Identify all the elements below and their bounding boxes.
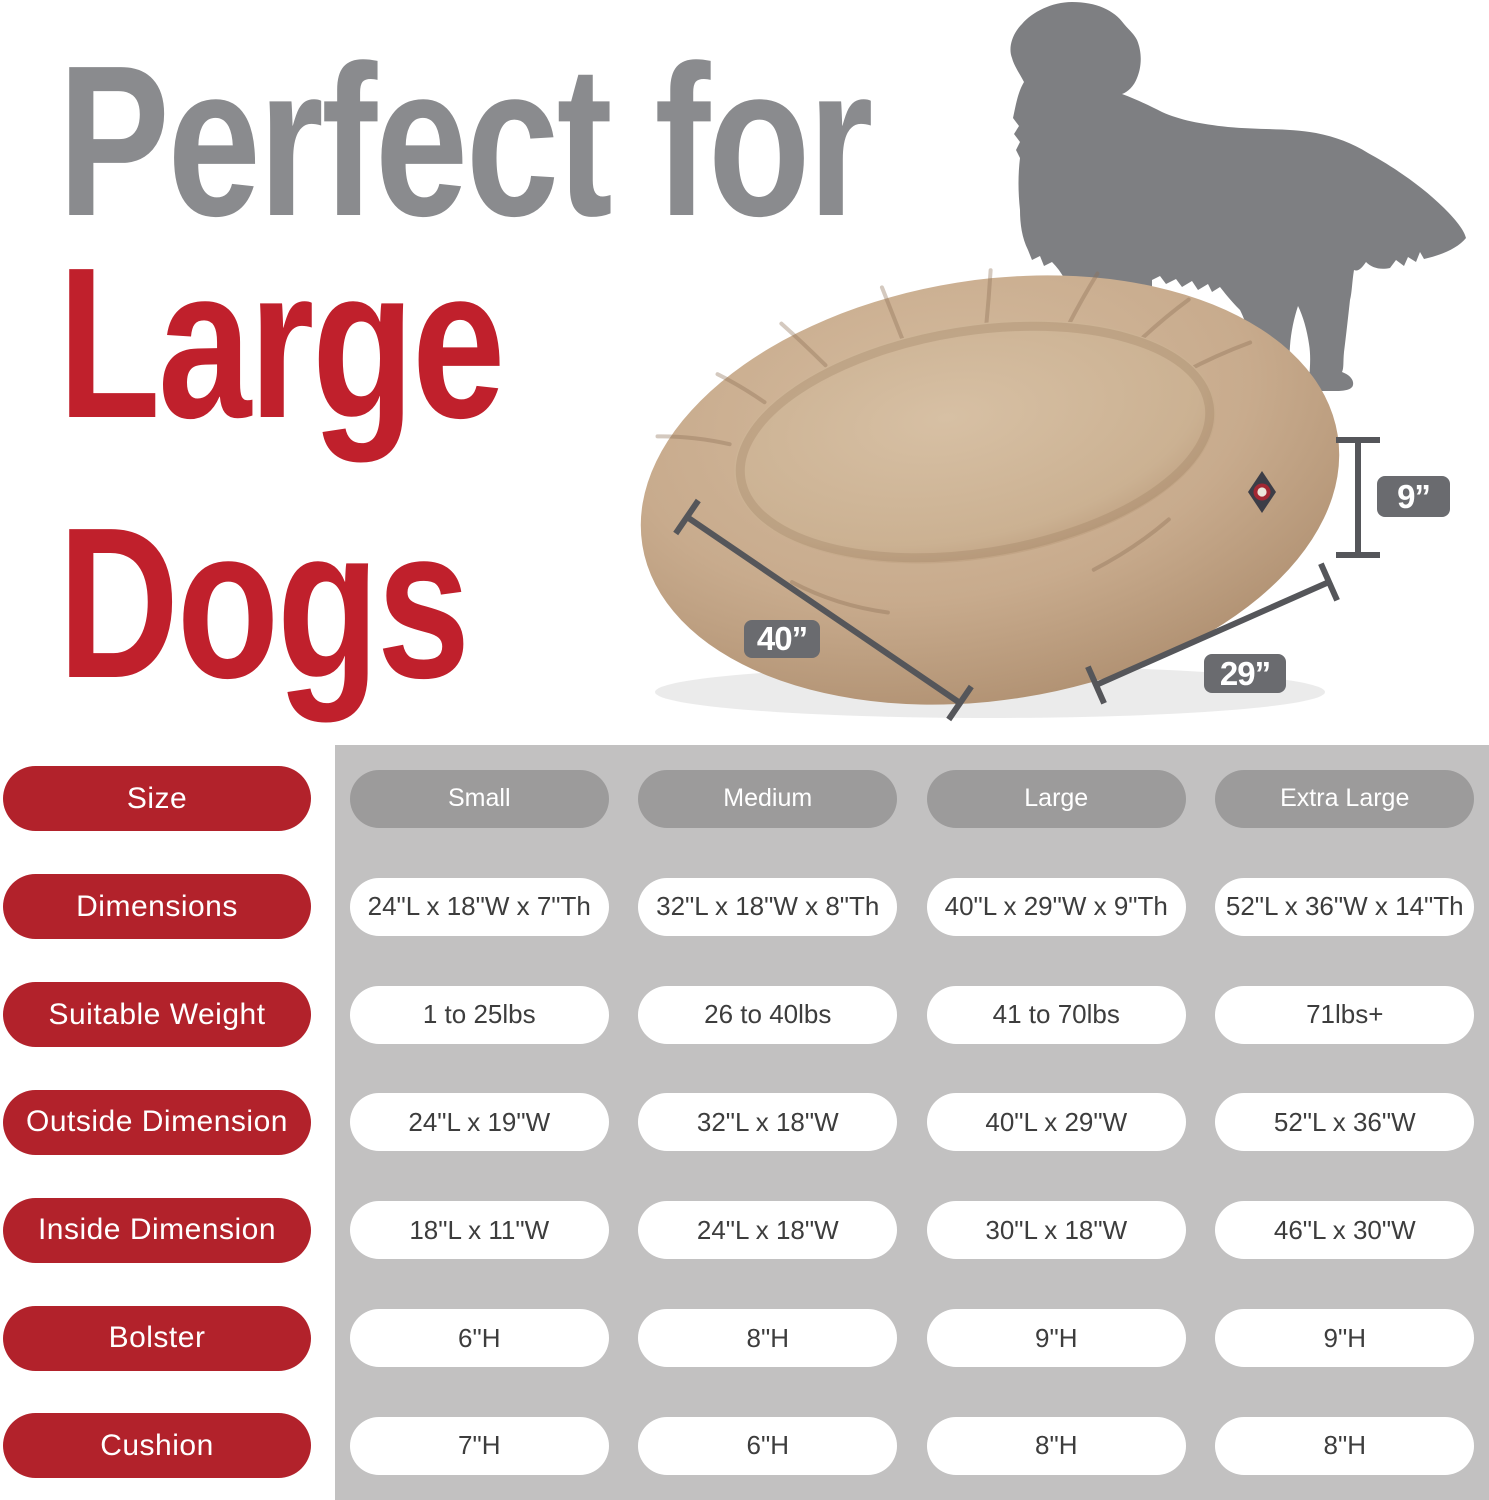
cell-dimensions-small: 24"L x 18"W x 7"Th: [349, 877, 609, 936]
cell-weight-medium: 26 to 40lbs: [638, 985, 898, 1044]
cell-bolster-medium: 8"H: [638, 1309, 898, 1368]
cell-weight-small: 1 to 25lbs: [349, 985, 609, 1044]
row-label-outside-dimension: Outside Dimension: [3, 1089, 311, 1155]
row-label-size: Size: [3, 766, 311, 832]
hero-illustration: [640, 2, 1466, 722]
table-row-cushion: Cushion 7"H 6"H 8"H 8"H: [0, 1392, 1489, 1500]
cell-outside-large: 40"L x 29"W: [926, 1093, 1186, 1152]
cell-cushion-large: 8"H: [926, 1416, 1186, 1475]
brand-tag-icon: [1248, 471, 1276, 513]
cell-outside-extra-large: 52"L x 36"W: [1215, 1093, 1475, 1152]
cell-bolster-large: 9"H: [926, 1309, 1186, 1368]
cell-inside-medium: 24"L x 18"W: [638, 1201, 898, 1260]
row-label-cushion: Cushion: [3, 1413, 311, 1479]
cell-outside-small: 24"L x 19"W: [349, 1093, 609, 1152]
row-label-inside-dimension: Inside Dimension: [3, 1197, 311, 1263]
row-label-dimensions: Dimensions: [3, 874, 311, 940]
column-header-large: Large: [926, 769, 1186, 828]
length-dimension-line: [673, 498, 974, 722]
cell-weight-large: 41 to 70lbs: [926, 985, 1186, 1044]
table-header-row: Size Small Medium Large Extra Large: [0, 745, 1489, 853]
table-row-dimensions: Dimensions 24"L x 18"W x 7"Th 32"L x 18"…: [0, 853, 1489, 961]
cell-weight-extra-large: 71lbs+: [1215, 985, 1475, 1044]
cell-dimensions-extra-large: 52"L x 36"W x 14"Th: [1215, 877, 1475, 936]
table-row-inside-dimension: Inside Dimension 18"L x 11"W 24"L x 18"W…: [0, 1176, 1489, 1284]
row-label-bolster: Bolster: [3, 1305, 311, 1371]
column-header-small: Small: [349, 769, 609, 828]
width-dimension-line: [1085, 562, 1340, 705]
height-dimension-line: [1336, 437, 1380, 558]
headline-gray: Perfect for: [58, 20, 873, 261]
headline-red-dogs: Dogs: [58, 482, 470, 723]
cell-bolster-small: 6"H: [349, 1309, 609, 1368]
height-dimension-label: 9”: [1377, 476, 1450, 517]
row-label-suitable-weight: Suitable Weight: [3, 982, 311, 1048]
cell-outside-medium: 32"L x 18"W: [638, 1093, 898, 1152]
cell-cushion-extra-large: 8"H: [1215, 1416, 1475, 1475]
size-comparison-table: Size Small Medium Large Extra Large Dime…: [0, 745, 1489, 1500]
cell-bolster-extra-large: 9"H: [1215, 1309, 1475, 1368]
column-header-extra-large: Extra Large: [1215, 769, 1475, 828]
cell-inside-small: 18"L x 11"W: [349, 1201, 609, 1260]
cell-dimensions-large: 40"L x 29"W x 9"Th: [926, 877, 1186, 936]
table-row-outside-dimension: Outside Dimension 24"L x 19"W 32"L x 18"…: [0, 1069, 1489, 1177]
cell-inside-large: 30"L x 18"W: [926, 1201, 1186, 1260]
dimension-lines: [673, 437, 1380, 722]
table-row-suitable-weight: Suitable Weight 1 to 25lbs 26 to 40lbs 4…: [0, 961, 1489, 1069]
table-row-bolster: Bolster 6"H 8"H 9"H 9"H: [0, 1284, 1489, 1392]
column-header-medium: Medium: [638, 769, 898, 828]
length-dimension-label: 40”: [744, 620, 820, 658]
bed-cushion: [734, 320, 1216, 564]
cell-inside-extra-large: 46"L x 30"W: [1215, 1201, 1475, 1260]
cell-cushion-medium: 6"H: [638, 1416, 898, 1475]
bolster-bed-illustration: [640, 268, 1340, 718]
width-dimension-label: 29”: [1204, 654, 1286, 693]
cell-dimensions-medium: 32"L x 18"W x 8"Th: [638, 877, 898, 936]
headline-red-large: Large: [58, 222, 505, 463]
cell-cushion-small: 7"H: [349, 1416, 609, 1475]
